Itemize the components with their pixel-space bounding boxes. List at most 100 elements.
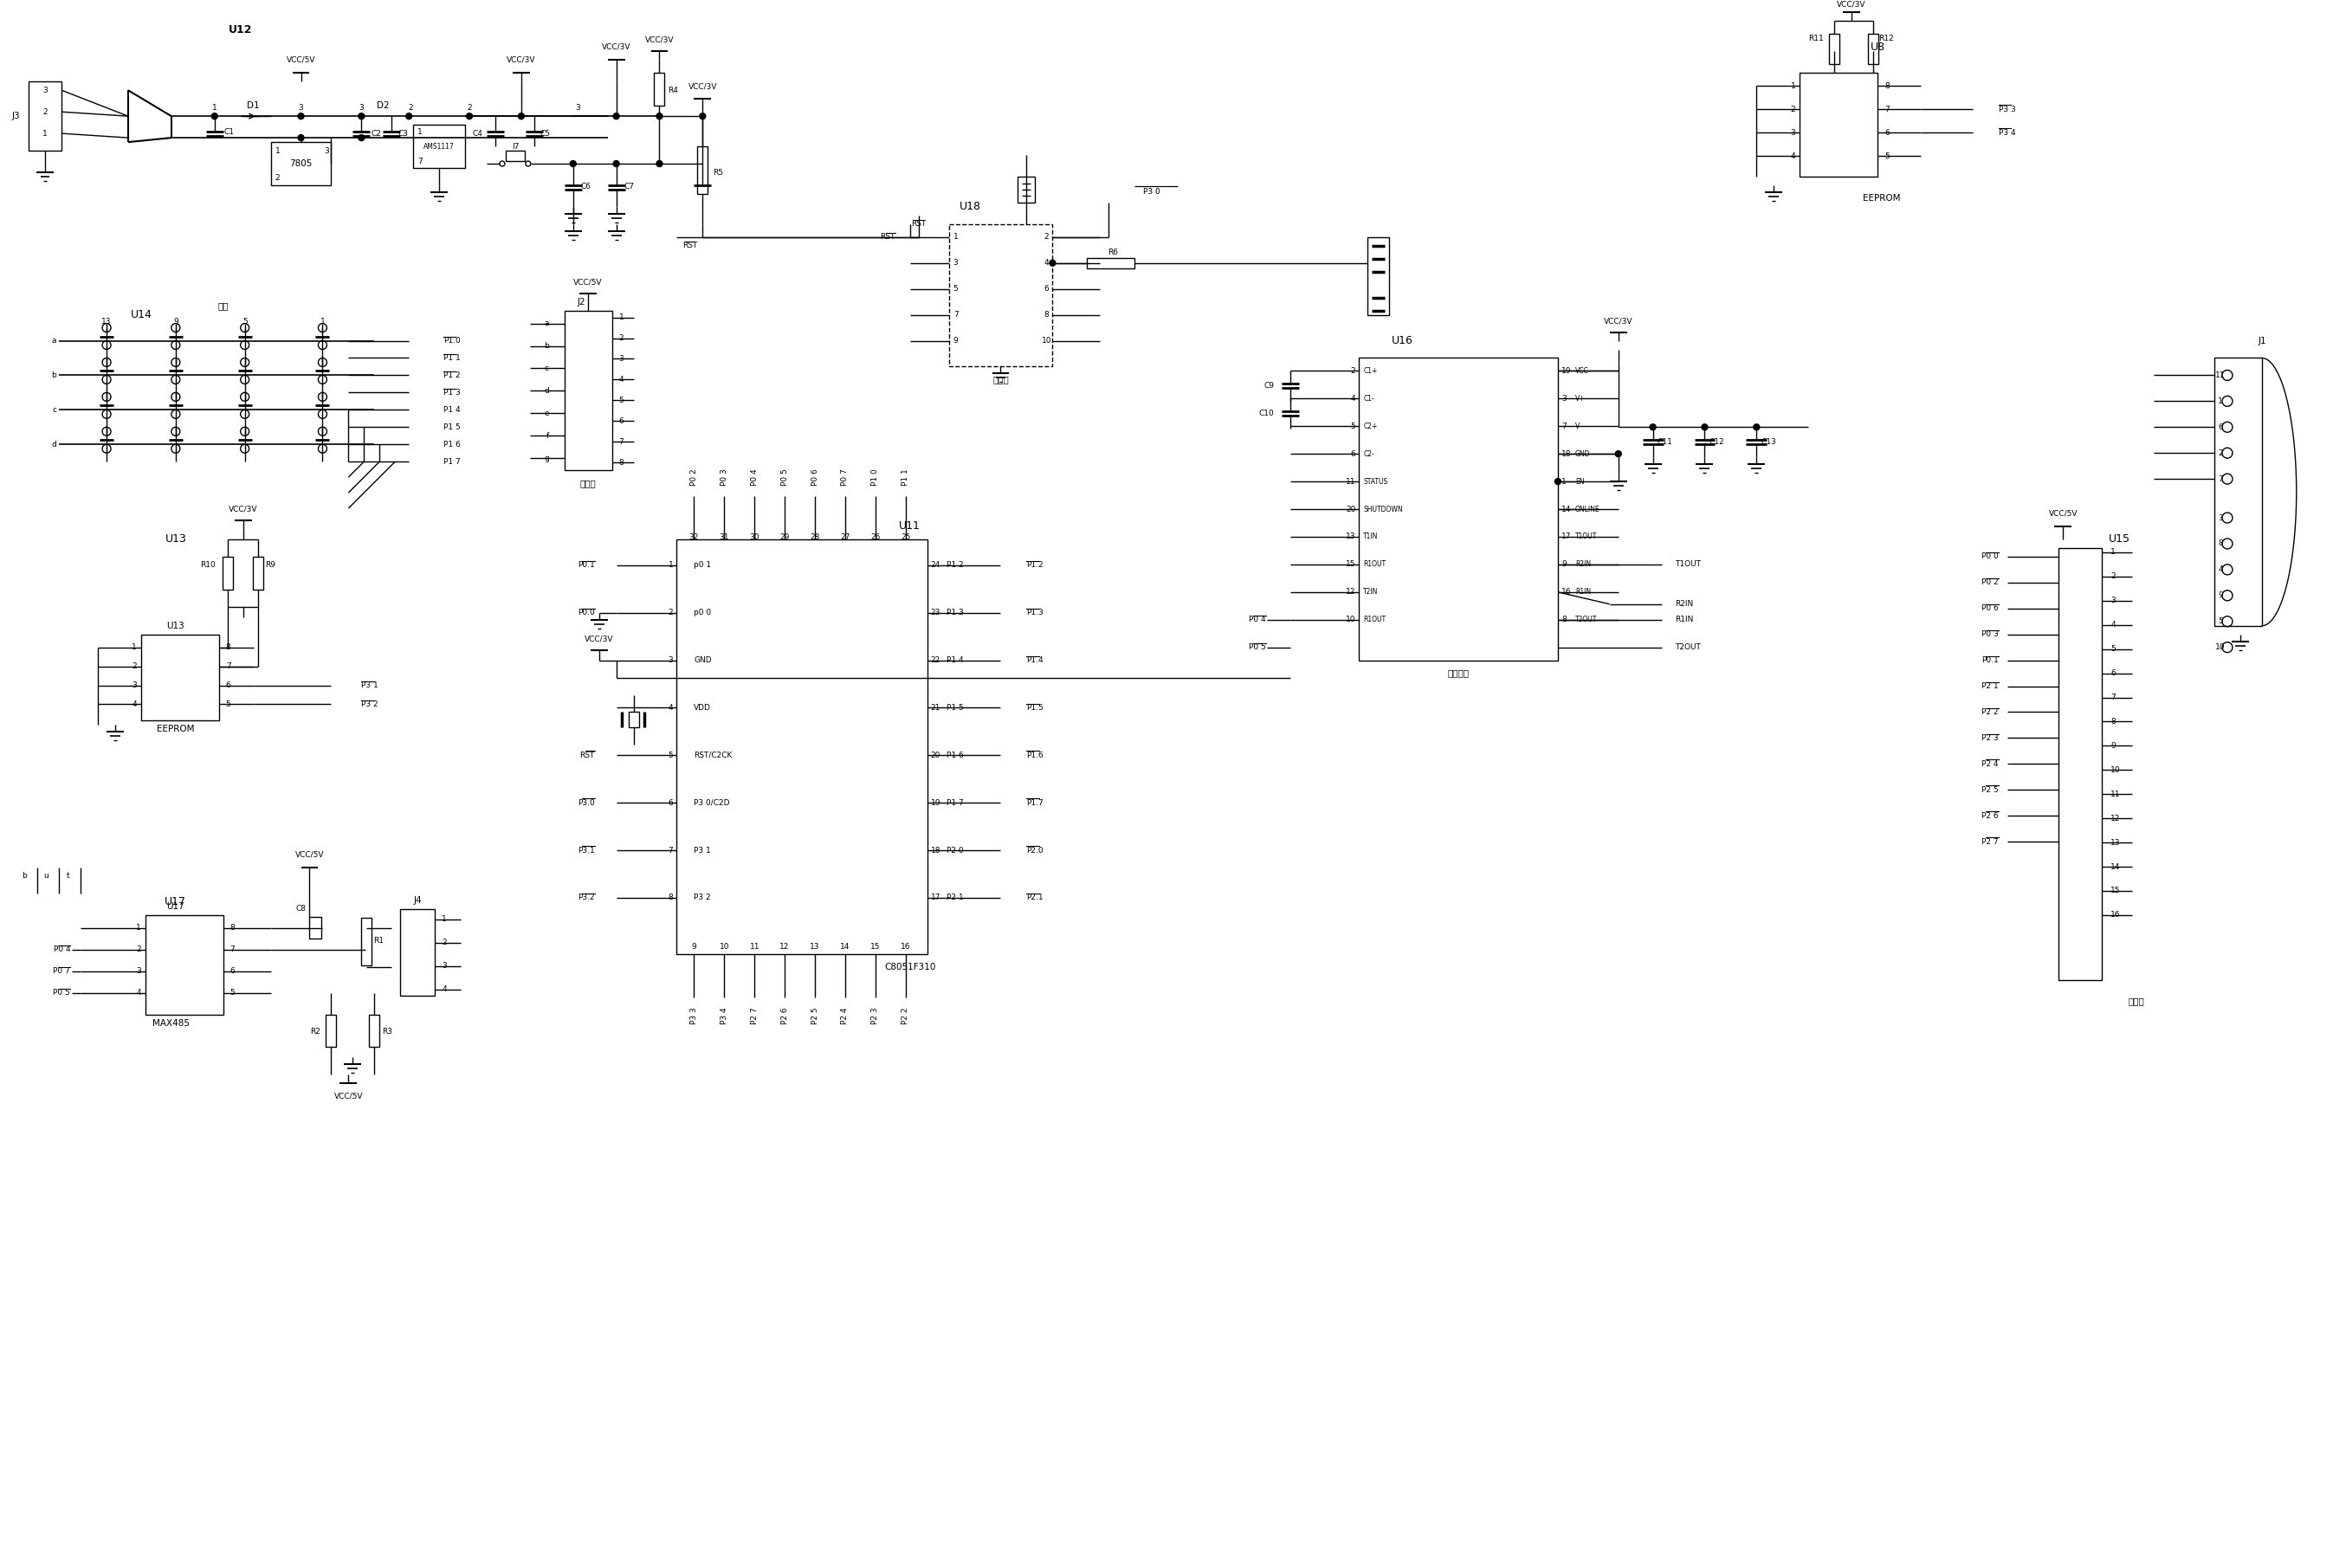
Text: a: a <box>544 320 549 328</box>
Text: R10: R10 <box>199 561 216 569</box>
Text: 6: 6 <box>225 682 230 690</box>
Text: 20: 20 <box>1347 505 1356 513</box>
Circle shape <box>570 160 577 166</box>
Text: 3: 3 <box>359 103 364 111</box>
Bar <box>326 1014 335 1047</box>
Text: T1IN: T1IN <box>1363 533 1379 541</box>
Text: 11: 11 <box>2111 790 2121 798</box>
Text: 2: 2 <box>274 174 279 182</box>
Text: R1: R1 <box>373 938 385 946</box>
Text: 13: 13 <box>101 318 113 326</box>
Text: 4: 4 <box>1044 259 1049 267</box>
Text: P3 2: P3 2 <box>694 894 711 902</box>
Text: 32: 32 <box>690 533 699 541</box>
Bar <box>1086 257 1135 268</box>
Text: 1: 1 <box>42 130 47 138</box>
Text: 7: 7 <box>1884 105 1889 113</box>
Text: P2 6: P2 6 <box>1982 812 1999 820</box>
Text: 通讯接口: 通讯接口 <box>1447 670 1469 677</box>
Text: 下载口: 下载口 <box>992 375 1009 384</box>
Text: P1 6: P1 6 <box>443 441 460 448</box>
Text: 键盘: 键盘 <box>218 303 228 310</box>
Text: 6: 6 <box>230 967 235 975</box>
Text: 20: 20 <box>931 751 941 759</box>
Text: 3: 3 <box>42 86 47 94</box>
Text: 7: 7 <box>669 847 673 855</box>
Text: P0 7: P0 7 <box>842 469 849 486</box>
Text: U13: U13 <box>167 621 185 630</box>
Text: 7: 7 <box>619 437 624 445</box>
Text: 8: 8 <box>225 643 230 651</box>
Text: 21: 21 <box>931 704 941 712</box>
Text: P0 7: P0 7 <box>54 967 70 975</box>
Text: RST: RST <box>579 751 594 759</box>
Text: 4: 4 <box>1790 152 1795 160</box>
Text: J4: J4 <box>413 895 422 905</box>
Text: 16: 16 <box>1562 588 1572 596</box>
Circle shape <box>1701 423 1708 430</box>
Text: P1 1: P1 1 <box>443 354 460 362</box>
Circle shape <box>1649 423 1656 430</box>
Text: 13: 13 <box>2111 839 2121 847</box>
Text: C2-: C2- <box>1363 450 1375 458</box>
Text: 14: 14 <box>840 942 849 950</box>
Text: 5: 5 <box>2111 644 2116 652</box>
Text: 2: 2 <box>1044 234 1049 241</box>
Text: U15: U15 <box>2109 533 2130 546</box>
Bar <box>1358 358 1558 660</box>
Text: VCC/3V: VCC/3V <box>507 56 535 64</box>
Text: 4: 4 <box>131 701 136 709</box>
Circle shape <box>467 113 472 119</box>
Text: 16: 16 <box>2111 911 2121 919</box>
Text: 2: 2 <box>42 108 47 116</box>
Text: 24: 24 <box>931 561 941 569</box>
Text: VCC/5V: VCC/5V <box>286 56 314 64</box>
Text: 1: 1 <box>952 234 957 241</box>
Text: P2 3: P2 3 <box>1982 734 1999 742</box>
Text: C13: C13 <box>1762 437 1776 445</box>
Text: p0 0: p0 0 <box>694 608 711 616</box>
Text: 11: 11 <box>1347 478 1356 486</box>
Circle shape <box>298 135 305 141</box>
Text: P1 2: P1 2 <box>945 561 964 569</box>
Text: 9: 9 <box>2217 591 2224 599</box>
Text: 1: 1 <box>319 318 326 326</box>
Circle shape <box>1049 260 1056 267</box>
Text: P1.0: P1.0 <box>443 337 460 345</box>
Text: P2 4: P2 4 <box>1982 760 1999 768</box>
Text: P3.0: P3.0 <box>577 798 594 806</box>
Text: C2+: C2+ <box>1363 422 1377 430</box>
Text: P0 6: P0 6 <box>812 469 819 486</box>
Text: 1: 1 <box>1790 82 1795 89</box>
Text: 12: 12 <box>2111 814 2121 822</box>
Text: t: t <box>66 872 70 880</box>
Text: 2: 2 <box>669 608 673 616</box>
Text: I7: I7 <box>511 143 518 151</box>
Text: P3 3: P3 3 <box>1999 105 2015 113</box>
Text: 2: 2 <box>467 103 472 111</box>
Text: VDD: VDD <box>694 704 711 712</box>
Text: 2: 2 <box>408 103 413 111</box>
Text: 3: 3 <box>441 963 446 971</box>
Text: C10: C10 <box>1260 409 1274 417</box>
Text: J2: J2 <box>577 298 586 306</box>
Text: U11: U11 <box>899 521 920 532</box>
Text: 4: 4 <box>441 985 446 993</box>
Bar <box>2215 358 2262 626</box>
Text: R2IN: R2IN <box>1675 601 1694 608</box>
Text: P2 6: P2 6 <box>781 1008 788 1024</box>
Text: VCC/5V: VCC/5V <box>572 278 603 285</box>
Text: VCC/5V: VCC/5V <box>2048 510 2079 517</box>
Text: VCC/3V: VCC/3V <box>601 44 631 52</box>
Text: 9: 9 <box>174 318 178 326</box>
Text: P2 7: P2 7 <box>751 1008 758 1024</box>
Text: GND: GND <box>694 657 711 665</box>
Text: P0.1: P0.1 <box>577 561 594 569</box>
Text: 5: 5 <box>619 397 624 405</box>
Text: P0 2: P0 2 <box>690 469 697 486</box>
Text: d: d <box>52 441 56 448</box>
Text: C9: C9 <box>1264 381 1274 389</box>
Text: U8: U8 <box>1870 41 1884 53</box>
Text: 3: 3 <box>1562 395 1567 403</box>
Text: P3 4: P3 4 <box>720 1008 727 1024</box>
